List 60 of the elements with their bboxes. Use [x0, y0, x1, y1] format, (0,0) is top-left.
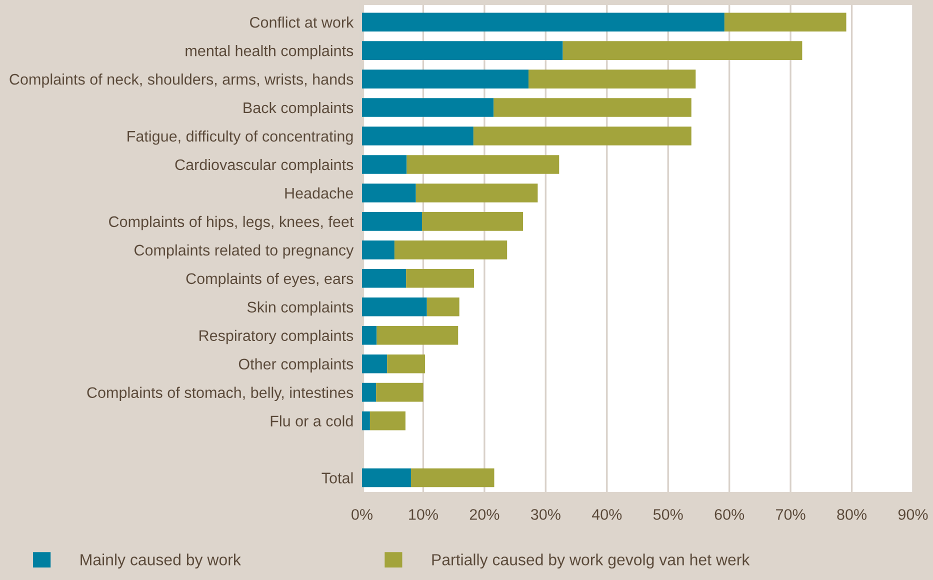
- x-tick-label: 40%: [592, 509, 622, 520]
- y-tick-label: Complaints related to pregnancy: [134, 244, 354, 259]
- bar: [362, 411, 370, 430]
- y-tick-label: Back complaints: [244, 102, 354, 116]
- bar: [362, 212, 422, 231]
- bar: [416, 184, 538, 202]
- bar: [406, 269, 474, 288]
- bar: [528, 70, 696, 88]
- bar: [410, 468, 494, 488]
- bar: [473, 126, 692, 146]
- x-tick-label: 10%: [409, 509, 438, 520]
- x-tick-label: 70%: [776, 509, 806, 520]
- x-tick-label: 20%: [470, 509, 500, 520]
- y-tick-label: Skin complaints: [247, 301, 354, 316]
- y-tick-label: Headache: [285, 187, 353, 199]
- bar: [426, 297, 460, 316]
- bar: [362, 468, 411, 488]
- bar: [362, 12, 724, 32]
- bar: [362, 184, 416, 202]
- x-tick-label: 30%: [530, 509, 560, 520]
- y-tick-label: Cardiovascular complaints: [175, 158, 354, 174]
- legend-label: Mainly caused by work: [80, 554, 241, 569]
- bar: [376, 326, 458, 345]
- bar: [494, 98, 692, 117]
- bar: [387, 354, 426, 374]
- bar: [362, 382, 376, 402]
- y-tick-label: Complaints of stomach, belly, intestines: [87, 386, 354, 402]
- bar: [362, 269, 406, 288]
- bar: [406, 155, 560, 174]
- bar: [362, 98, 494, 117]
- bar: [422, 212, 524, 231]
- x-tick-label: 50%: [653, 509, 683, 520]
- legend-label: Partially caused by work gevolg van het werk: [432, 554, 750, 569]
- y-tick-label: Complaints of eyes, ears: [186, 272, 354, 288]
- bar: [376, 382, 424, 402]
- bar: [362, 155, 407, 174]
- bar: [362, 70, 529, 88]
- y-tick-label: Conflict at work: [250, 16, 354, 28]
- x-tick-label: 90%: [898, 509, 928, 520]
- bar: [362, 354, 388, 374]
- bar: [724, 12, 846, 32]
- bar: [362, 41, 563, 60]
- bar: [394, 240, 508, 260]
- bar: [362, 297, 427, 316]
- y-tick-label: mental health complaints: [186, 45, 354, 60]
- y-tick-label: Total: [322, 472, 353, 484]
- bar: [362, 126, 474, 146]
- y-tick-label: Complaints of hips, legs, knees, feet: [109, 216, 354, 230]
- x-tick-label: 0%: [352, 509, 372, 520]
- y-tick-label: Respiratory complaints: [200, 330, 354, 344]
- y-tick-label: Other complaints: [238, 358, 354, 373]
- bar: [362, 240, 394, 260]
- y-tick-label: Complaints of neck, shoulders, arms, wrists, hands: [10, 74, 354, 88]
- y-tick-label: Flu or a cold: [270, 415, 353, 426]
- x-tick-label: 60%: [714, 509, 744, 520]
- y-tick-label: Fatigue, difficulty of concentrating: [128, 130, 353, 145]
- bar: [370, 411, 406, 430]
- x-tick-label: 80%: [837, 509, 867, 520]
- bar: [562, 41, 802, 60]
- bar: [362, 326, 377, 345]
